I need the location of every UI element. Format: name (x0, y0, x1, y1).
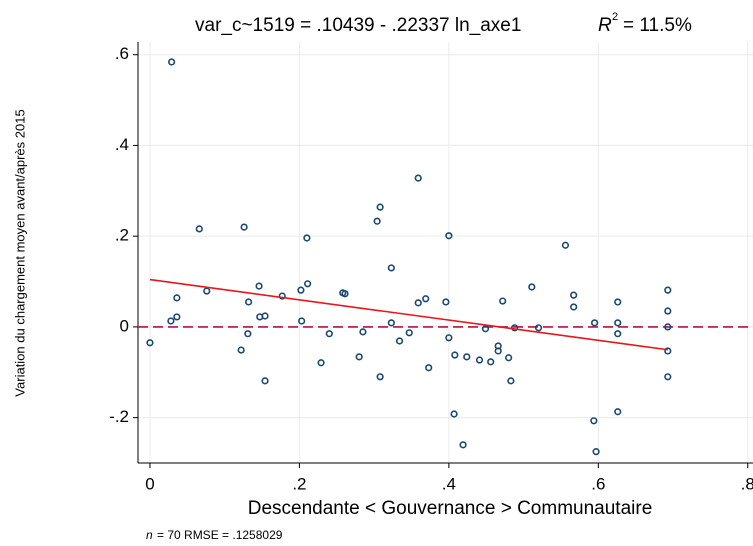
scatter-point (387, 264, 395, 272)
y-axis-label: Variation du chargement moyen avant/aprè… (12, 109, 27, 396)
scatter-point (614, 298, 622, 306)
scatter-point (237, 346, 245, 354)
y-tick-label: .2 (115, 226, 129, 245)
scatter-point (592, 448, 600, 456)
x-tick-label: .4 (442, 474, 456, 493)
scatter-point (570, 291, 578, 299)
scatter-point (359, 328, 367, 336)
scatter-point (475, 356, 484, 364)
scatter-point (534, 324, 543, 332)
scatter-point (203, 287, 211, 295)
scatter-point (481, 325, 490, 333)
scatter-point (317, 359, 325, 367)
scatter-point (405, 329, 413, 337)
scatter-point (561, 241, 570, 249)
y-tick-label: .6 (115, 44, 129, 63)
scatter-point (570, 303, 578, 311)
r2-exponent: 2 (612, 11, 618, 23)
x-tick-label: .2 (292, 474, 306, 493)
scatter-point (505, 354, 513, 362)
y-tick-label: 0 (120, 316, 129, 335)
scatter-point (278, 292, 286, 300)
scatter-point (261, 312, 269, 320)
scatter-point (590, 319, 599, 327)
scatter-point (494, 342, 502, 350)
scatter-point (614, 408, 622, 416)
scatter-point (240, 223, 248, 231)
scatter-point (664, 307, 672, 315)
scatter-point (614, 330, 622, 338)
footnote-n: n (146, 528, 153, 542)
scatter-point (664, 323, 672, 331)
scatter-point (341, 290, 349, 298)
scatter-point (445, 334, 453, 342)
scatter-point (373, 217, 381, 225)
scatter-point (463, 353, 471, 361)
r2-symbol: R (598, 15, 612, 36)
scatter-point (395, 337, 404, 345)
scatter-point (425, 364, 433, 372)
scatter-point (173, 294, 181, 302)
scatter-point (499, 297, 507, 305)
x-tick-label: .6 (591, 474, 605, 493)
footnote: = 70 RMSE = .1258029 (157, 528, 283, 542)
scatter-point (244, 298, 253, 306)
scatter-point (528, 283, 536, 291)
scatter-point (451, 351, 459, 359)
scatter-point (459, 441, 467, 449)
scatter-point (146, 339, 154, 347)
scatter-point (422, 295, 430, 303)
scatter-point (414, 299, 422, 307)
scatter-point (168, 58, 176, 66)
scatter-point (297, 286, 305, 294)
x-axis-label: Descendante < Gouvernance > Communautair… (248, 498, 653, 519)
x-tick-label: .8 (741, 474, 753, 493)
scatter-point (387, 319, 395, 327)
scatter-point (507, 377, 515, 385)
scatter-point (195, 225, 203, 233)
scatter-point (376, 373, 384, 381)
scatter-point (167, 317, 175, 325)
scatter-point (614, 319, 622, 327)
fit-line (149, 278, 668, 351)
scatter-point (298, 317, 306, 325)
y-tick-label: -.2 (109, 407, 129, 426)
scatter-point (590, 417, 598, 425)
scatter-point (487, 358, 495, 366)
chart-title: var_c~1519 = .10439 - .22337 ln_axe1 (195, 15, 521, 36)
scatter-point (445, 232, 453, 240)
scatter-point (664, 347, 672, 355)
scatter-point (244, 330, 252, 338)
scatter-point (664, 286, 672, 294)
scatter-point (450, 410, 458, 418)
scatter-point (325, 330, 333, 338)
scatter-point (173, 313, 181, 321)
scatter-point (376, 203, 384, 211)
scatter-point (255, 282, 263, 290)
scatter-point (303, 234, 311, 242)
scatter-point (261, 377, 269, 385)
r2-value: = 11.5% (623, 15, 692, 36)
scatter-point (414, 174, 422, 182)
scatter-point (304, 280, 312, 288)
y-tick-label: .4 (115, 135, 129, 154)
scatter-point (442, 298, 450, 306)
scatter-point (355, 353, 363, 361)
scatter-point (664, 373, 672, 381)
x-tick-label: 0 (145, 474, 154, 493)
